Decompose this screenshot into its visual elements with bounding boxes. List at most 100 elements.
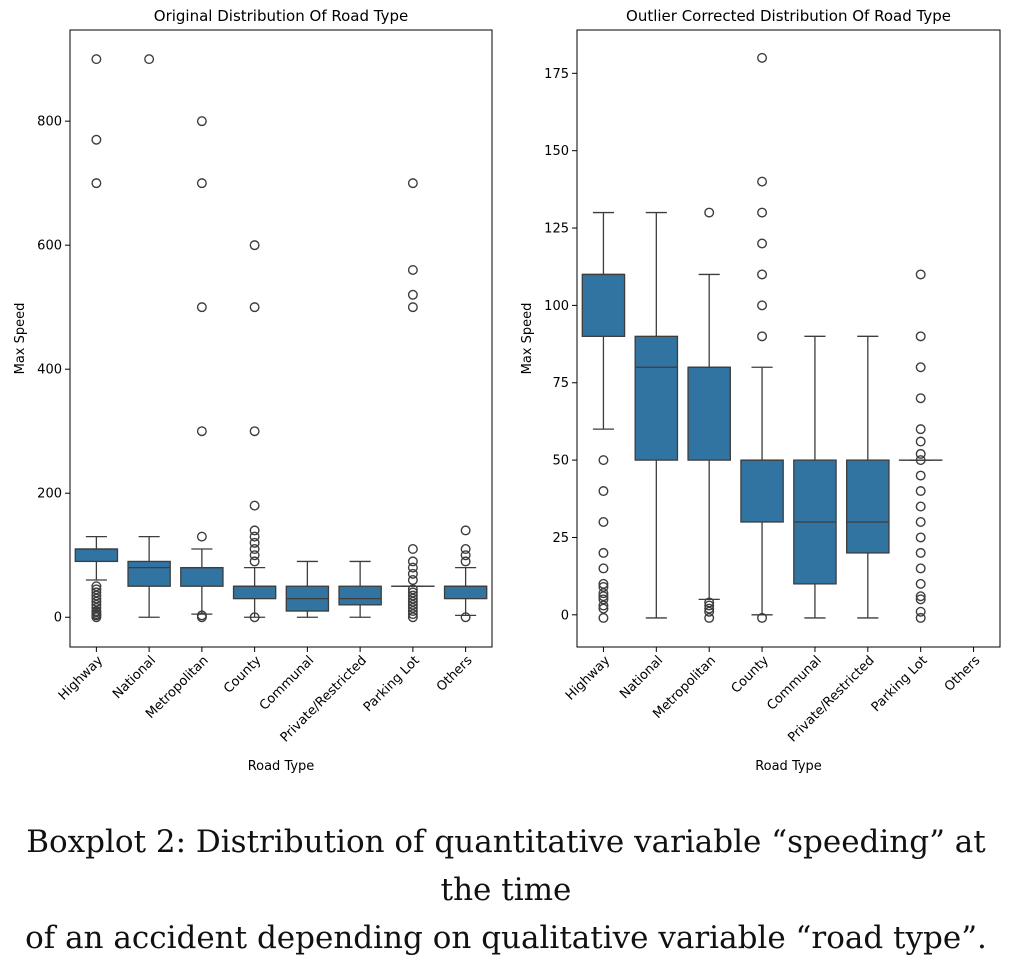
outlier-point: [250, 427, 259, 436]
y-tick-label: 50: [552, 454, 569, 469]
outlier-point: [409, 545, 418, 554]
chart-panel-2: Outlier Corrected Distribution Of Road T…: [520, 7, 1000, 774]
outlier-point: [916, 363, 925, 372]
outlier-point: [92, 135, 101, 144]
box-others: [445, 526, 487, 621]
outlier-point: [461, 557, 470, 566]
box-communal: [286, 561, 328, 617]
x-tick-label: Parking Lot: [361, 653, 423, 715]
x-tick-label: National: [110, 653, 159, 702]
iqr-box: [847, 460, 889, 553]
outlier-point: [758, 239, 767, 248]
outlier-point: [599, 487, 608, 496]
outlier-point: [409, 266, 418, 275]
chart-title: Outlier Corrected Distribution Of Road T…: [626, 7, 951, 25]
y-tick-label: 600: [37, 239, 62, 254]
iqr-box: [635, 336, 677, 460]
outlier-point: [758, 54, 767, 63]
outlier-point: [916, 502, 925, 511]
box-private-restricted: [339, 561, 381, 617]
outlier-point: [409, 290, 418, 299]
outlier-point: [461, 526, 470, 535]
outlier-point: [599, 518, 608, 527]
iqr-box: [688, 367, 730, 460]
x-tick-label: Parking Lot: [869, 653, 931, 715]
outlier-point: [599, 564, 608, 573]
outlier-point: [705, 208, 714, 217]
outlier-point: [916, 614, 925, 623]
outlier-point: [916, 437, 925, 446]
y-axis-label: Max Speed: [13, 303, 28, 375]
outlier-point: [599, 614, 608, 623]
x-tick-label: County: [729, 653, 773, 697]
outlier-point: [705, 614, 714, 623]
outlier-point: [916, 487, 925, 496]
outlier-point: [758, 177, 767, 186]
outlier-point: [916, 471, 925, 480]
y-tick-label: 100: [544, 299, 569, 314]
x-tick-label: Highway: [56, 653, 107, 704]
y-tick-label: 75: [552, 376, 569, 391]
outlier-point: [250, 501, 259, 510]
outlier-point: [916, 394, 925, 403]
box-communal: [794, 336, 836, 618]
x-tick-label: Others: [942, 653, 984, 695]
box-highway: [75, 55, 117, 622]
iqr-box: [445, 586, 487, 598]
x-tick-label: National: [617, 653, 666, 702]
iqr-box: [339, 586, 381, 605]
outlier-point: [916, 270, 925, 279]
box-national: [635, 213, 677, 618]
box-highway: [582, 213, 624, 623]
box-metropolitan: [688, 208, 730, 622]
y-tick-label: 175: [544, 67, 569, 82]
outlier-point: [916, 564, 925, 573]
x-axis-label: Road Type: [248, 759, 315, 774]
outlier-point: [409, 179, 418, 188]
outlier-point: [145, 55, 154, 64]
box-parking-lot: [392, 179, 434, 622]
outlier-point: [250, 557, 259, 566]
outlier-point: [758, 301, 767, 310]
outlier-point: [758, 270, 767, 279]
chart-panel-1: Original Distribution Of Road Type020040…: [13, 7, 492, 774]
y-tick-label: 125: [544, 222, 569, 237]
y-tick-label: 800: [37, 115, 62, 130]
y-axis-label: Max Speed: [520, 303, 535, 375]
iqr-box: [234, 586, 276, 598]
x-tick-label: County: [221, 653, 265, 697]
outlier-point: [198, 427, 207, 436]
x-tick-label: Others: [434, 653, 476, 695]
outlier-point: [92, 179, 101, 188]
outlier-point: [92, 55, 101, 64]
y-tick-label: 200: [37, 487, 62, 502]
outlier-point: [916, 533, 925, 542]
outlier-point: [250, 241, 259, 250]
outlier-point: [758, 208, 767, 217]
iqr-box: [128, 561, 170, 586]
iqr-box: [741, 460, 783, 522]
outlier-point: [916, 580, 925, 589]
caption-line-2: of an accident depending on qualitative …: [0, 914, 1012, 962]
iqr-box: [582, 274, 624, 336]
box-county: [234, 241, 276, 622]
outlier-point: [916, 549, 925, 558]
x-axis-label: Road Type: [755, 759, 822, 774]
outlier-point: [916, 518, 925, 527]
iqr-box: [181, 568, 223, 587]
x-tick-label: Highway: [563, 653, 614, 704]
outlier-point: [250, 303, 259, 312]
box-private-restricted: [847, 336, 889, 618]
box-national: [128, 55, 170, 617]
y-tick-label: 400: [37, 363, 62, 378]
outlier-point: [916, 425, 925, 434]
figure: Original Distribution Of Road Type020040…: [0, 0, 1012, 800]
y-tick-label: 0: [561, 608, 569, 623]
outlier-point: [198, 532, 207, 541]
outlier-point: [599, 549, 608, 558]
outlier-point: [198, 179, 207, 188]
box-metropolitan: [181, 117, 223, 622]
outlier-point: [758, 332, 767, 341]
y-tick-label: 150: [544, 144, 569, 159]
y-tick-label: 0: [54, 611, 62, 626]
